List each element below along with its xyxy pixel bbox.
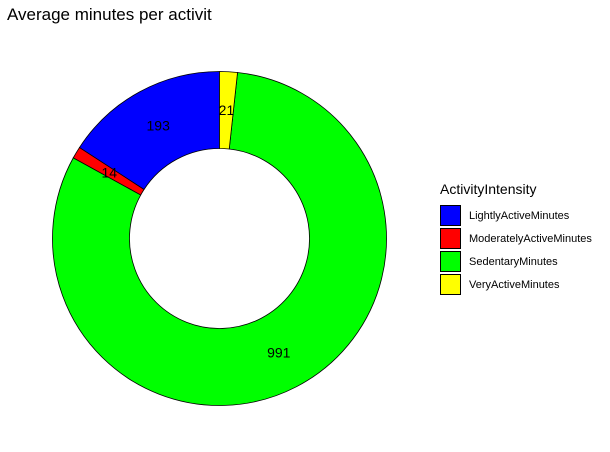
legend-item-sedentary-minutes: SedentaryMinutes <box>440 250 592 273</box>
donut-slice-labels: 193 14 991 21 <box>101 102 290 360</box>
legend-item-very-active-minutes: VeryActiveMinutes <box>440 273 592 296</box>
legend-swatch <box>440 205 461 226</box>
legend-title: ActivityIntensity <box>440 181 537 197</box>
legend-item-moderately-active-minutes: ModeratelyActiveMinutes <box>440 227 592 250</box>
donut-slices <box>52 71 387 406</box>
legend-swatch <box>440 228 461 249</box>
legend-swatch <box>440 274 461 295</box>
slice-sedentary-minutes <box>52 72 387 406</box>
legend-swatch <box>440 251 461 272</box>
legend-label: LightlyActiveMinutes <box>469 209 570 222</box>
donut-chart: 193 14 991 21 <box>52 71 387 406</box>
slice-label-sedentary-minutes: 991 <box>267 345 291 361</box>
slice-very-active-minutes <box>219 71 238 150</box>
legend: ActivityIntensity LightlyActiveMinutes Mo… <box>440 181 592 296</box>
legend-item-lightly-active-minutes: LightlyActiveMinutes <box>440 204 592 227</box>
slice-label-very-active-minutes: 21 <box>219 102 235 118</box>
slice-label-moderately-active-minutes: 14 <box>101 164 117 180</box>
legend-label: SedentaryMinutes <box>469 255 558 268</box>
slice-label-lightly-active-minutes: 193 <box>147 118 171 134</box>
legend-items: LightlyActiveMinutes ModeratelyActiveMinu… <box>440 204 592 296</box>
legend-label: ModeratelyActiveMinutes <box>469 232 592 245</box>
chart-title: Average minutes per activit <box>7 5 212 24</box>
legend-label: VeryActiveMinutes <box>469 278 560 291</box>
